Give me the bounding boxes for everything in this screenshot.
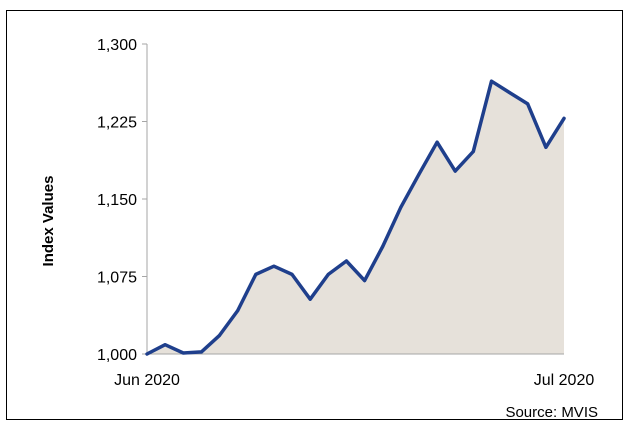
data-point <box>526 102 530 106</box>
data-point <box>218 333 221 337</box>
y-tick-label: 1,150 <box>97 192 137 209</box>
data-point <box>145 352 149 356</box>
data-point <box>544 145 548 149</box>
x-tick-label: Jun 2020 <box>114 372 180 389</box>
data-point-group <box>145 79 566 356</box>
y-tick-label: 1,225 <box>97 115 137 132</box>
data-point <box>562 116 566 120</box>
data-point <box>326 272 330 276</box>
data-point <box>471 150 475 153</box>
data-point <box>344 259 348 263</box>
data-point <box>435 140 439 144</box>
data-point <box>236 309 240 313</box>
source-note: Source: MVIS <box>505 404 598 421</box>
area-fill <box>147 81 564 354</box>
series-line <box>145 79 566 356</box>
x-tick-group: Jun 2020 Jul 2020 <box>114 372 594 389</box>
data-point <box>199 350 203 354</box>
y-tick-label: 1,000 <box>97 347 137 364</box>
index-values-chart: 1,000 1,075 1,150 1,225 1,300 Jun 2020 Jul 20… <box>40 37 598 421</box>
data-point <box>508 91 512 95</box>
y-tick-label: 1,075 <box>97 270 137 287</box>
data-point <box>363 279 367 283</box>
chart-frame: 1,000 1,075 1,150 1,225 1,300 Jun 2020 Jul 20… <box>6 10 623 421</box>
data-point <box>399 205 403 209</box>
y-axis-title: Index Values <box>40 176 57 267</box>
data-point <box>290 272 294 276</box>
y-tick-group: 1,000 1,075 1,150 1,225 1,300 <box>97 37 147 364</box>
x-tick-label: Jul 2020 <box>534 372 595 389</box>
data-point <box>308 297 312 301</box>
data-point <box>272 264 276 268</box>
data-point <box>490 79 493 83</box>
data-point <box>163 343 167 347</box>
data-point <box>181 351 185 355</box>
data-point <box>254 272 258 276</box>
data-point <box>453 169 457 173</box>
y-tick-label: 1,300 <box>97 37 137 54</box>
data-point <box>381 245 385 248</box>
data-point <box>417 172 421 176</box>
